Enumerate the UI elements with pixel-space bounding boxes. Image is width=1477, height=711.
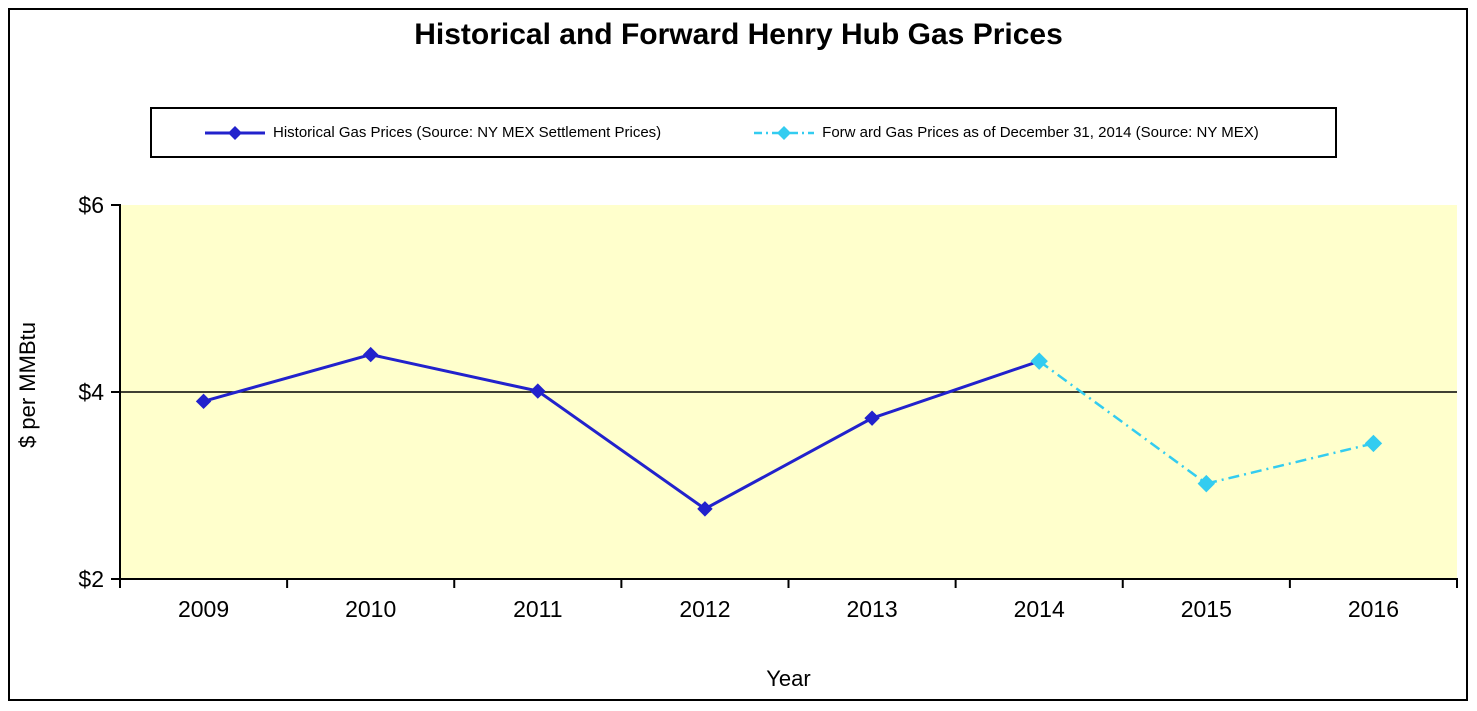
marker-forward-2016: [1364, 434, 1383, 453]
x-tick-label: 2015: [1181, 596, 1232, 622]
legend-label-historical: Historical Gas Prices (Source: NY MEX Se…: [273, 124, 662, 141]
x-axis-title: Year: [766, 666, 811, 691]
marker-forward-2015: [1197, 474, 1216, 493]
x-tick-label: 2011: [513, 596, 562, 622]
marker-historical-2009: [195, 393, 212, 410]
y-tick-label: $2: [78, 566, 104, 592]
marker-historical-2012: [697, 501, 713, 517]
marker-historical-2013: [864, 410, 880, 426]
legend-item-historical: Historical Gas Prices (Source: NY MEX Se…: [204, 124, 661, 141]
marker-historical-2011: [530, 383, 546, 399]
marker-forward-2014: [1030, 352, 1048, 370]
series-line-historical: [203, 353, 1040, 511]
legend-item-forward: Forw ard Gas Prices as of December 31, 2…: [753, 124, 1259, 141]
x-tick-label: 2009: [178, 596, 229, 622]
x-tick-label: 2016: [1348, 596, 1399, 622]
x-tick-label: 2012: [679, 596, 730, 622]
x-tick-label: 2010: [345, 596, 396, 622]
legend: Historical Gas Prices (Source: NY MEX Se…: [150, 107, 1337, 158]
y-tick-label: $6: [78, 192, 104, 218]
historical-line-swatch-icon: [204, 125, 266, 141]
y-axis-title: $ per MMBtu: [15, 322, 40, 448]
forward-line-swatch-icon: [753, 125, 815, 141]
x-tick-label: 2014: [1014, 596, 1065, 622]
chart-title: Historical and Forward Henry Hub Gas Pri…: [414, 18, 1063, 51]
marker-historical-2010: [362, 346, 379, 363]
x-tick-label: 2013: [846, 596, 897, 622]
y-tick-label: $4: [78, 379, 104, 405]
legend-label-forward: Forw ard Gas Prices as of December 31, 2…: [822, 124, 1259, 141]
